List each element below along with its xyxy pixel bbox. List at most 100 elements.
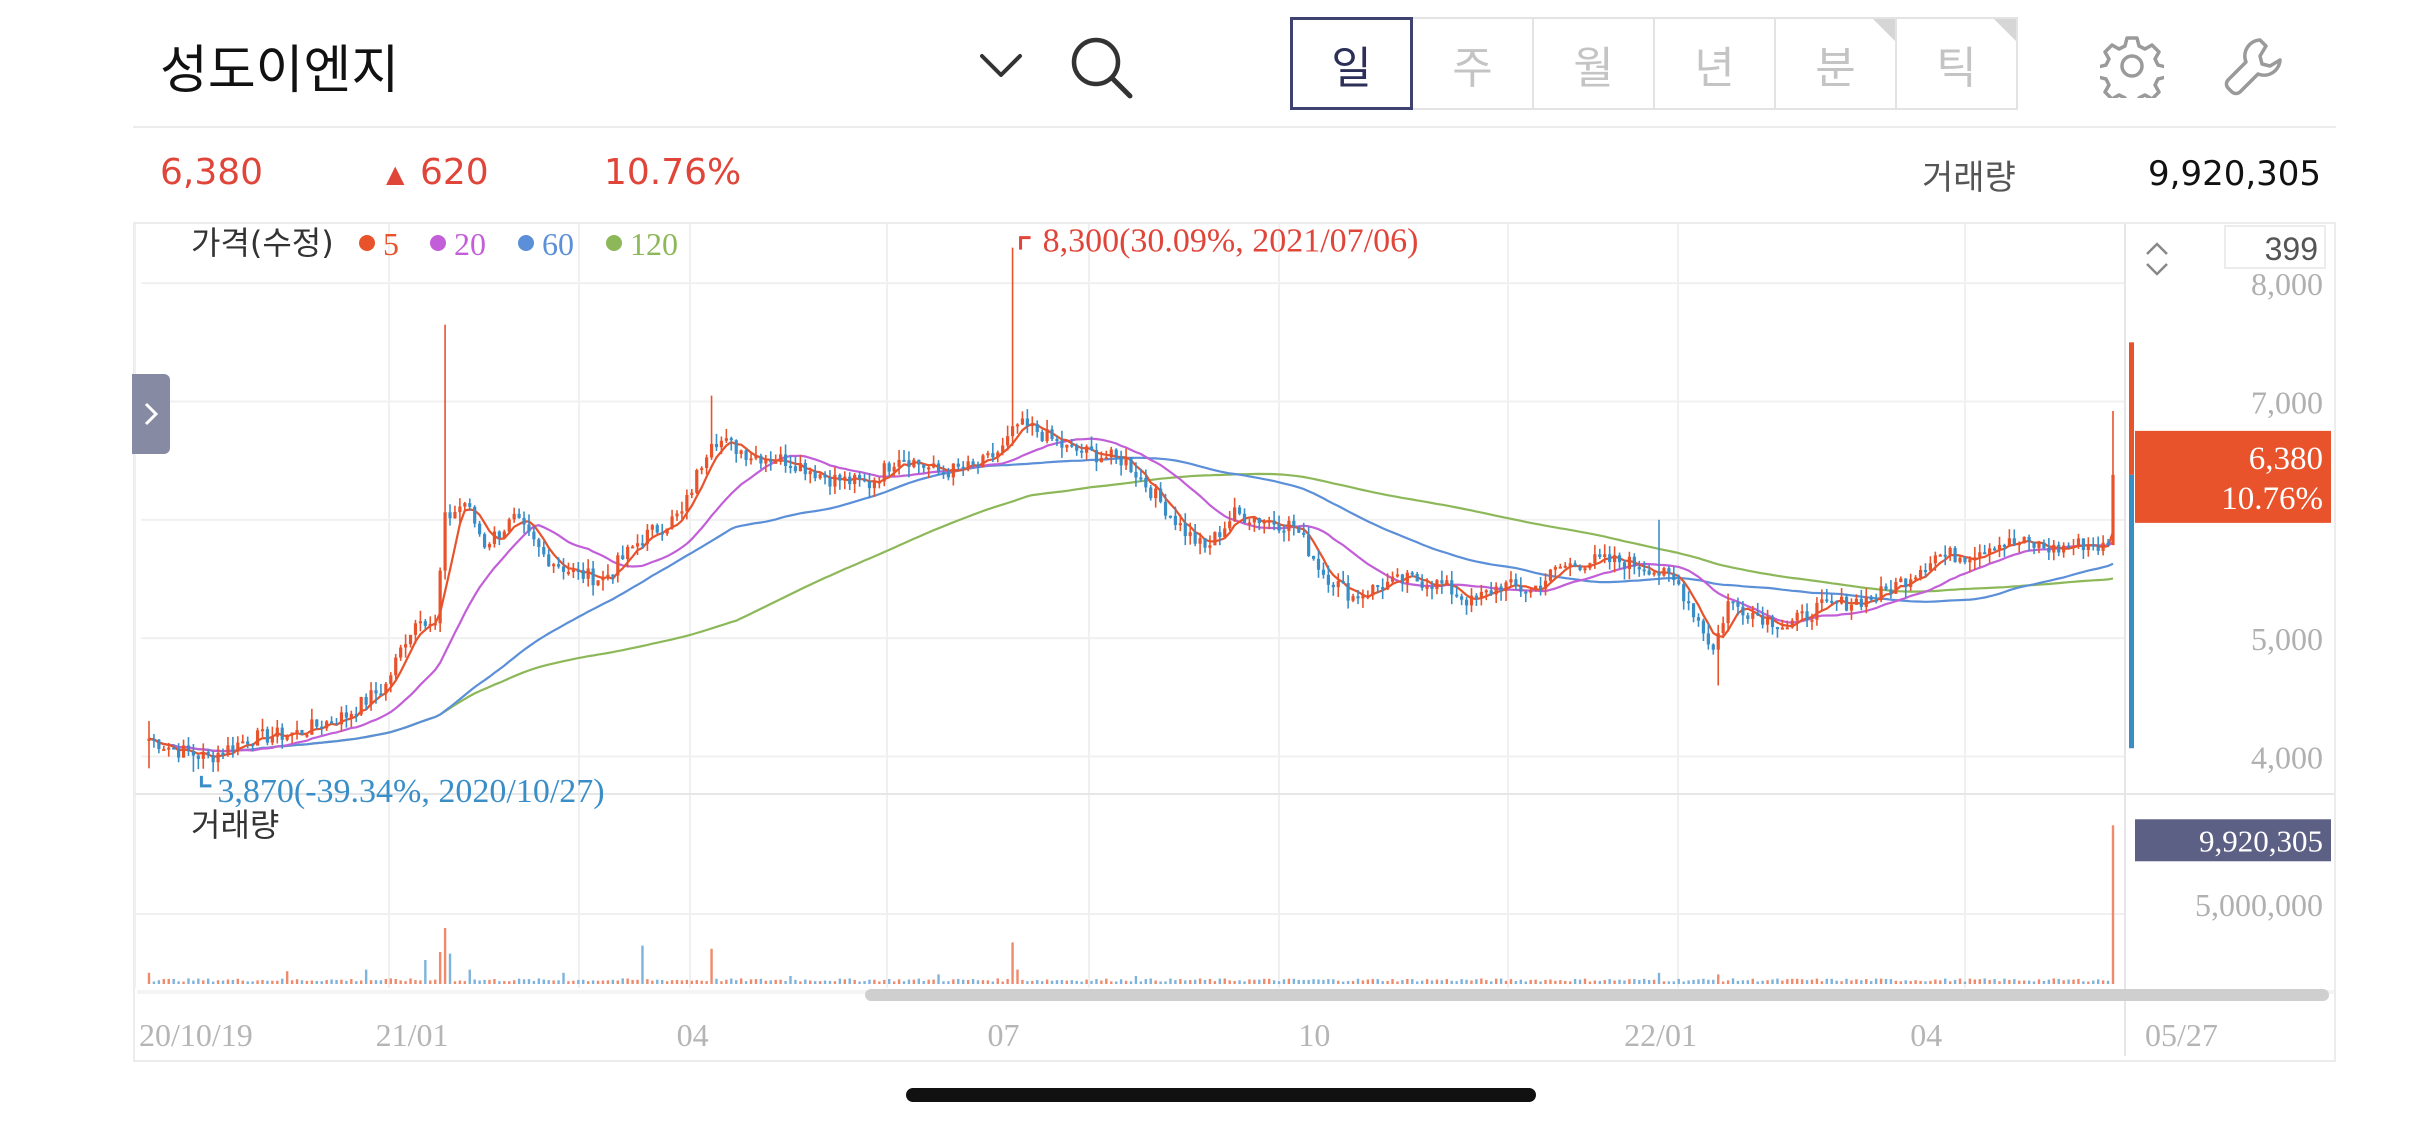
candle bbox=[172, 744, 176, 750]
candle-body bbox=[280, 727, 284, 740]
legend-ma-5: 5 bbox=[383, 226, 399, 262]
candle bbox=[774, 454, 778, 464]
volume-bar bbox=[2013, 979, 2016, 984]
candle bbox=[1548, 568, 1553, 584]
volume-bar bbox=[1164, 981, 1167, 984]
candle bbox=[1973, 547, 1977, 570]
candle bbox=[1055, 435, 1059, 446]
candle-body bbox=[744, 450, 748, 460]
home-indicator[interactable] bbox=[906, 1088, 1536, 1102]
candle-body bbox=[1272, 520, 1276, 525]
x-tick-label: 10 bbox=[1298, 1017, 1330, 1053]
chevron-down-icon[interactable] bbox=[978, 48, 1024, 82]
candle bbox=[1573, 560, 1577, 568]
volume-bar bbox=[419, 980, 422, 984]
candle-body bbox=[2042, 542, 2046, 548]
candle bbox=[1598, 548, 1602, 560]
candle bbox=[1820, 589, 1824, 611]
volume-bar bbox=[2037, 979, 2041, 984]
volume-bar bbox=[1075, 980, 1078, 984]
volume-bar bbox=[448, 953, 452, 984]
candle-body bbox=[1159, 488, 1163, 502]
volume-bar bbox=[1277, 981, 1281, 984]
candle-body bbox=[162, 748, 166, 751]
candle bbox=[1938, 553, 1942, 557]
side-panel-handle[interactable] bbox=[132, 374, 170, 454]
stock-name[interactable]: 성도이엔지 bbox=[160, 41, 400, 101]
gear-icon[interactable] bbox=[2100, 34, 2164, 98]
volume-bar bbox=[991, 981, 995, 984]
period-tab-5[interactable]: 틱 bbox=[1895, 17, 2018, 110]
candle bbox=[680, 501, 684, 520]
search-icon[interactable] bbox=[1068, 34, 1134, 100]
candle-body bbox=[211, 755, 215, 763]
candle bbox=[325, 720, 329, 732]
candle bbox=[1889, 580, 1893, 599]
candle-body bbox=[1015, 424, 1020, 427]
candle-body bbox=[1351, 596, 1355, 601]
candle-body bbox=[2096, 546, 2100, 551]
candle-body bbox=[640, 543, 645, 546]
candle-body bbox=[374, 690, 378, 694]
horizontal-scrollbar[interactable] bbox=[865, 989, 2329, 1001]
volume-bar bbox=[616, 980, 619, 984]
volume-bar bbox=[1031, 980, 1034, 984]
volume-bar bbox=[685, 979, 689, 984]
volume-bar bbox=[1791, 978, 1794, 984]
volume-bar bbox=[216, 980, 220, 984]
candle bbox=[1603, 544, 1607, 564]
candle bbox=[1790, 618, 1794, 629]
candle bbox=[1390, 571, 1395, 584]
candle bbox=[1218, 525, 1222, 546]
candle bbox=[1716, 624, 1720, 686]
chart-area[interactable]: 8,300(30.09%, 2021/07/06) 3,870(-39.34%, … bbox=[133, 222, 2336, 1062]
candle bbox=[714, 433, 719, 451]
candle-body bbox=[1474, 595, 1479, 598]
volume-bar bbox=[1879, 978, 1883, 984]
current-price-tag-pct: 10.76% bbox=[2221, 481, 2323, 517]
candle-body bbox=[1228, 521, 1232, 529]
candle-body bbox=[1292, 520, 1296, 527]
volume-bar bbox=[1460, 979, 1463, 984]
x-tick-label: 21/01 bbox=[376, 1017, 449, 1053]
candle bbox=[1124, 448, 1128, 470]
candle bbox=[1756, 602, 1760, 617]
volume-bar bbox=[1544, 980, 1547, 984]
volume-bar bbox=[912, 979, 916, 984]
price-chart[interactable]: 8,300(30.09%, 2021/07/06) 3,870(-39.34%, … bbox=[134, 223, 2334, 1060]
candle-body bbox=[1331, 584, 1335, 588]
candle bbox=[1736, 597, 1740, 616]
period-tab-0[interactable]: 일 bbox=[1290, 17, 1413, 110]
volume-bar bbox=[1499, 978, 1503, 984]
volume-bar bbox=[1845, 978, 1848, 984]
candle-body bbox=[2032, 541, 2036, 548]
candle bbox=[231, 736, 235, 758]
volume-bar bbox=[1815, 978, 1819, 984]
volume-bar bbox=[1233, 980, 1236, 984]
volume-bar bbox=[572, 980, 575, 984]
candle-body bbox=[1040, 432, 1044, 442]
candle-body bbox=[1736, 601, 1740, 607]
volume-bar bbox=[754, 979, 758, 984]
x-tick-label: 04 bbox=[1910, 1017, 1942, 1053]
volume-bar bbox=[1361, 980, 1365, 984]
volume-bar bbox=[1420, 980, 1424, 984]
volume-bar bbox=[769, 980, 772, 984]
volume-bar bbox=[1973, 979, 1977, 984]
period-tab-3[interactable]: 년 bbox=[1653, 17, 1776, 110]
period-tab-2[interactable]: 월 bbox=[1532, 17, 1655, 110]
candle-body bbox=[433, 623, 437, 626]
candle-body bbox=[611, 574, 615, 577]
period-tab-4[interactable]: 분 bbox=[1774, 17, 1897, 110]
candle bbox=[354, 706, 358, 723]
candle bbox=[349, 710, 353, 727]
candle bbox=[1395, 568, 1400, 578]
wrench-icon[interactable] bbox=[2222, 34, 2286, 98]
candle-body bbox=[2076, 538, 2081, 547]
current-price: 6,380 bbox=[160, 152, 264, 193]
period-tab-1[interactable]: 주 bbox=[1411, 17, 1534, 110]
candle bbox=[265, 726, 270, 746]
volume-bar bbox=[1307, 979, 1310, 984]
volume-bar bbox=[1040, 981, 1044, 984]
candle bbox=[300, 729, 304, 735]
